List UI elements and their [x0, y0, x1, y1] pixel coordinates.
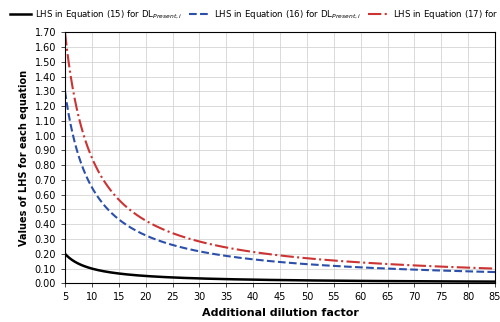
X-axis label: Additional dilution factor: Additional dilution factor [202, 308, 358, 318]
Y-axis label: Values of LHS for each equation: Values of LHS for each equation [19, 70, 29, 246]
Legend: LHS in Equation (15) for DL$_{Present,i}$, LHS in Equation (16) for DL$_{Present: LHS in Equation (15) for DL$_{Present,i}… [6, 4, 500, 24]
